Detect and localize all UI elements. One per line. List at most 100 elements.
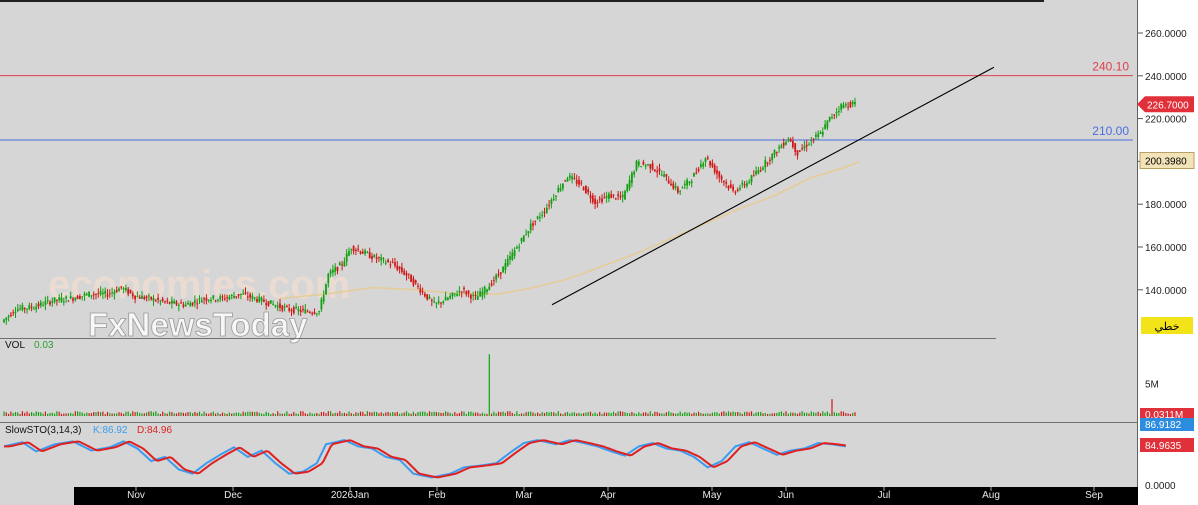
- volume-bar: [362, 411, 364, 416]
- volume-bar: [31, 412, 33, 416]
- candle-body: [405, 273, 408, 276]
- candle-body: [764, 160, 767, 168]
- candle-body: [187, 302, 189, 305]
- volume-bar: [37, 411, 40, 416]
- candle-body: [520, 237, 523, 242]
- candle-body: [184, 304, 187, 306]
- volume-bar: [341, 413, 343, 416]
- chart-mode-button[interactable]: [1141, 317, 1193, 334]
- candle-body: [177, 304, 180, 307]
- candle-body: [95, 293, 97, 295]
- volume-bar: [201, 413, 203, 416]
- candle-body: [274, 305, 277, 307]
- candle-body: [350, 249, 353, 251]
- candle-body: [624, 191, 626, 200]
- volume-bar: [127, 411, 129, 416]
- volume-bar: [65, 413, 67, 416]
- moving-average-line: [279, 160, 860, 300]
- volume-bar: [783, 412, 785, 416]
- volume-bar: [49, 412, 51, 416]
- candle-body: [329, 270, 332, 274]
- candle-body: [683, 183, 686, 186]
- volume-bar: [693, 412, 695, 416]
- volume-bar: [109, 413, 111, 416]
- volume-bar: [325, 413, 327, 416]
- candle-body: [240, 293, 242, 295]
- volume-bar: [113, 413, 115, 416]
- volume-panel[interactable]: [3, 354, 856, 416]
- volume-bar: [302, 411, 304, 416]
- candle-body: [394, 262, 396, 266]
- candle-body: [594, 198, 596, 205]
- candle-body: [456, 294, 458, 296]
- candle-body: [555, 195, 557, 197]
- candle-body: [269, 300, 272, 304]
- candle-body: [851, 101, 854, 105]
- candle-body: [58, 297, 61, 301]
- candle-body: [601, 198, 603, 202]
- candle-body: [276, 305, 279, 308]
- volume-bar: [19, 413, 21, 416]
- volume-bar: [327, 411, 329, 416]
- candle-body: [407, 273, 410, 275]
- volume-bar: [203, 411, 205, 416]
- time-tick-label: Aug: [982, 490, 1000, 501]
- volume-bar: [686, 412, 688, 416]
- volume-bar: [810, 411, 812, 416]
- volume-bar: [171, 412, 173, 416]
- candle-body: [62, 301, 65, 303]
- candle-body: [260, 297, 263, 302]
- candle-body: [665, 173, 668, 177]
- candle-body: [154, 300, 157, 302]
- volume-bar: [608, 412, 610, 416]
- volume-bar: [357, 412, 359, 416]
- volume-bar: [445, 411, 447, 416]
- candle-body: [359, 251, 362, 254]
- candle-body: [787, 139, 790, 141]
- volume-bar: [642, 412, 644, 416]
- volume-bar: [219, 413, 221, 416]
- candle-body: [28, 304, 31, 310]
- price-panel[interactable]: 240.10 210.00: [0, 60, 1133, 325]
- candle-body: [53, 297, 56, 302]
- candle-body: [780, 145, 783, 149]
- volume-bar: [247, 411, 249, 416]
- volume-bar: [251, 411, 253, 416]
- stochastic-k-tag: [1140, 418, 1194, 431]
- candle-body: [3, 319, 5, 322]
- candle-body: [585, 185, 587, 194]
- candle-body: [164, 301, 166, 303]
- candle-body: [396, 265, 399, 270]
- volume-bar: [481, 412, 483, 416]
- candle-body: [106, 294, 109, 297]
- candle-body: [336, 267, 339, 271]
- volume-bar: [656, 411, 658, 416]
- candle-body: [7, 316, 10, 318]
- candle-body: [610, 194, 613, 199]
- candle-body: [709, 161, 711, 166]
- volume-bar: [412, 411, 414, 416]
- candle-body: [729, 184, 732, 188]
- volume-bar: [840, 411, 842, 416]
- volume-bar: [86, 412, 88, 416]
- candle-body: [10, 314, 12, 317]
- volume-bar: [42, 413, 44, 416]
- candle-body: [16, 309, 19, 312]
- volume-bar: [212, 411, 214, 416]
- candle-body: [205, 297, 208, 301]
- volume-bar: [497, 411, 500, 416]
- candle-body: [69, 296, 72, 299]
- volume-bar: [387, 411, 389, 416]
- candle-body: [775, 152, 778, 154]
- volume-bar: [764, 412, 766, 416]
- trendline[interactable]: [551, 66, 995, 306]
- stochastic-panel[interactable]: [3, 439, 846, 479]
- volume-bar: [173, 413, 175, 416]
- candle-body: [831, 117, 833, 119]
- volume-bar: [318, 413, 320, 416]
- candle-body: [688, 181, 691, 184]
- volume-bar: [709, 413, 711, 416]
- candle-body: [695, 172, 698, 174]
- candle-body: [771, 153, 774, 161]
